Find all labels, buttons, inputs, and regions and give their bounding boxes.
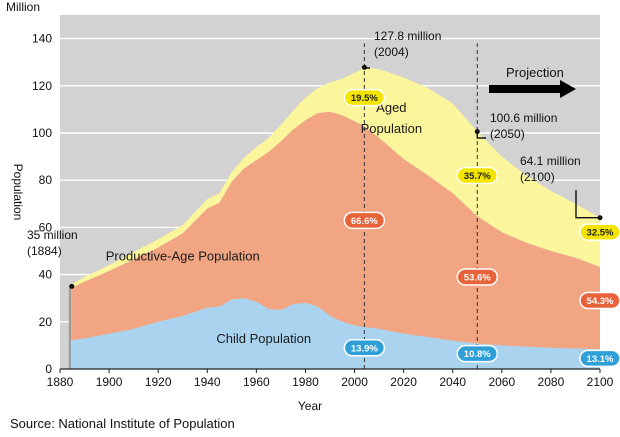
badge-pill <box>579 349 620 368</box>
y-tick-label: 140 <box>32 32 52 46</box>
x-tick-label: 2080 <box>538 375 565 389</box>
projection-label: Projection <box>506 65 564 80</box>
percentage-badge: 13.1% <box>579 349 620 368</box>
percentage-badge: 19.5% <box>343 88 386 107</box>
y-tick-label: 40 <box>39 268 53 282</box>
badge-pill <box>343 339 386 357</box>
reference-lines <box>363 43 478 369</box>
badge-pill <box>343 211 386 230</box>
percentage-badges: 19.5% 66.6% 13.9% 35.7% 53.6% 10.8% 32.5% 54.3%… <box>343 88 620 368</box>
callout-text: 64.1 million <box>520 154 581 168</box>
badge-text: 54.3% <box>587 296 614 307</box>
callout-text: (2100) <box>520 170 555 184</box>
x-tick-label: 1880 <box>47 375 74 389</box>
badge-pill <box>579 291 620 310</box>
region-label: Population <box>361 121 422 136</box>
area-productive-age-population <box>69 111 601 350</box>
badge-text: 13.9% <box>351 343 378 354</box>
y-tick-label: 20 <box>39 315 53 329</box>
projection-indicator: Projection <box>489 65 576 98</box>
projection-arrow-icon <box>489 80 576 98</box>
callout-text: 127.8 million <box>374 29 441 43</box>
region-label: Productive-Age Population <box>106 248 260 263</box>
y-tick-label: 100 <box>32 126 52 140</box>
y-tick-label: 80 <box>39 173 53 187</box>
badge-pill <box>343 88 386 107</box>
y-unit-label: Million <box>6 0 40 14</box>
badge-text: 13.1% <box>587 354 614 365</box>
x-tick-label: 1920 <box>145 375 172 389</box>
x-tick-label: 1900 <box>96 375 123 389</box>
percentage-badge: 10.8% <box>456 344 499 363</box>
callout-text: (1884) <box>27 244 62 258</box>
badge-text: 66.6% <box>351 216 378 227</box>
badge-pill <box>456 268 499 286</box>
percentage-badge: 35.7% <box>456 166 499 185</box>
area-aged-population <box>69 67 601 289</box>
badge-text: 53.6% <box>464 272 491 283</box>
badge-pill <box>456 166 499 185</box>
x-tick-label: 2100 <box>587 375 614 389</box>
y-axis-label: Population <box>11 164 25 221</box>
callout-point <box>597 215 603 221</box>
x-tick-label: 2060 <box>488 375 515 389</box>
callout-text: 100.6 million <box>490 111 557 125</box>
badge-text: 35.7% <box>464 171 491 182</box>
x-tick-label: 1940 <box>194 375 221 389</box>
badge-text: 19.5% <box>351 93 378 104</box>
callout-text: (2050) <box>490 127 525 141</box>
x-tick-label: 2000 <box>341 375 368 389</box>
badge-pill <box>579 223 620 241</box>
x-axis-label: Year <box>298 399 322 413</box>
y-tick-label: 60 <box>39 220 53 234</box>
callout-point <box>69 283 75 289</box>
region-label: Child Population <box>216 331 311 346</box>
region-labels: Aged Population Productive-Age Population C… <box>106 100 422 346</box>
axes: 1880 1900 1920 1940 1960 1980 2000 2020 2040 2060… <box>32 32 614 389</box>
x-tick-label: 2040 <box>439 375 466 389</box>
x-tick-label: 2020 <box>390 375 417 389</box>
callout-leader <box>575 190 600 219</box>
source-note: Source: National Institute of Population <box>10 416 235 431</box>
y-tick-label: 0 <box>45 362 52 376</box>
badge-pill <box>456 344 499 363</box>
y-tick-label: 120 <box>32 79 52 93</box>
percentage-badge: 13.9% <box>343 339 386 357</box>
callouts: 35 million (1884) 127.8 million (2004) 100.6… <box>27 29 603 289</box>
x-tick-label: 1960 <box>243 375 270 389</box>
callout-point <box>474 129 480 135</box>
region-label: Aged <box>376 100 406 115</box>
badge-text: 10.8% <box>464 349 491 360</box>
x-tick-label: 1980 <box>292 375 319 389</box>
percentage-badge: 32.5% <box>579 223 620 241</box>
callout-point <box>361 64 367 70</box>
callout-text: (2004) <box>374 45 409 59</box>
percentage-badge: 54.3% <box>579 291 620 310</box>
callout-text: 35 million <box>27 228 78 242</box>
percentage-badge: 53.6% <box>456 268 499 286</box>
percentage-badge: 66.6% <box>343 211 386 230</box>
badge-text: 32.5% <box>587 228 614 239</box>
